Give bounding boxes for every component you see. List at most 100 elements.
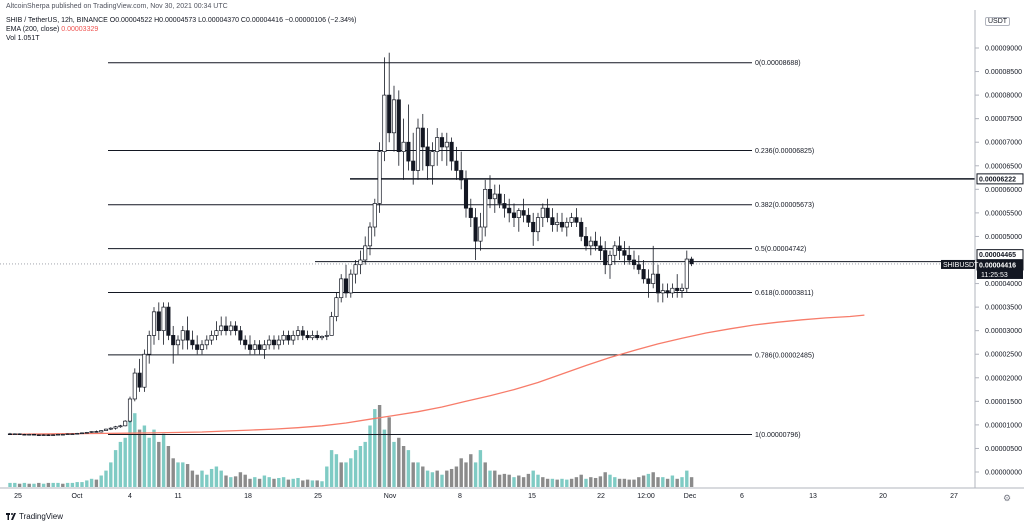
candle bbox=[564, 217, 569, 237]
candle bbox=[113, 425, 118, 430]
candle bbox=[622, 241, 627, 265]
volume-bar bbox=[99, 475, 103, 487]
x-tick-label: Dec bbox=[684, 493, 697, 500]
symbol-tag: SHIBUSDT bbox=[941, 259, 979, 269]
volume-bar bbox=[579, 474, 583, 487]
volume-bar bbox=[262, 475, 267, 487]
y-tick-label: 0.00005500 bbox=[985, 210, 1022, 217]
volume-bar bbox=[65, 482, 70, 487]
volume-bar bbox=[598, 476, 603, 487]
x-tick-label: 13 bbox=[809, 493, 817, 500]
volume-bar bbox=[608, 474, 612, 487]
y-tick-label: 0.00003000 bbox=[985, 328, 1022, 335]
candle bbox=[257, 340, 262, 355]
volume-legend[interactable]: Vol 1.051T bbox=[6, 35, 40, 42]
volume-bar bbox=[61, 483, 65, 487]
symbol-ohlc[interactable]: SHIB / TetherUS, 12h, BINANCE O0.0000452… bbox=[6, 17, 357, 24]
candle bbox=[204, 335, 209, 350]
volume-bar bbox=[651, 472, 655, 487]
candle bbox=[147, 330, 152, 364]
candle bbox=[449, 137, 454, 171]
gear-icon[interactable]: ⚙ bbox=[1003, 493, 1012, 503]
volume-bar bbox=[17, 483, 22, 487]
volume-bar bbox=[560, 478, 564, 487]
brand-name[interactable]: TradingView bbox=[19, 512, 64, 521]
x-tick-label: 8 bbox=[458, 493, 462, 500]
candle bbox=[127, 396, 133, 423]
currency-selector[interactable]: USDT bbox=[985, 17, 1011, 26]
candle bbox=[363, 236, 368, 265]
x-tick-label: 20 bbox=[879, 493, 887, 500]
volume-bar bbox=[277, 477, 281, 487]
volume-bar bbox=[550, 478, 555, 487]
candle bbox=[574, 208, 579, 228]
candle bbox=[41, 434, 46, 436]
ema-200-line bbox=[9, 314, 865, 435]
candle bbox=[444, 132, 449, 166]
volume-bar bbox=[94, 479, 99, 487]
volume-bar bbox=[521, 477, 526, 487]
candle bbox=[607, 250, 613, 279]
candle bbox=[483, 179, 488, 237]
candle bbox=[55, 433, 61, 436]
candle bbox=[396, 90, 401, 166]
volume-bar bbox=[281, 477, 286, 487]
candle bbox=[334, 292, 339, 322]
candle bbox=[521, 198, 526, 223]
candle bbox=[420, 113, 425, 171]
candle bbox=[454, 146, 459, 180]
candle bbox=[377, 142, 382, 213]
candle bbox=[233, 321, 238, 336]
volume-bar bbox=[157, 441, 161, 487]
volume-bar bbox=[56, 482, 60, 487]
candle bbox=[612, 241, 617, 265]
svg-text:0.00006222: 0.00006222 bbox=[979, 176, 1016, 183]
candle bbox=[315, 330, 320, 341]
volume-bar bbox=[445, 470, 449, 487]
volume-bar bbox=[435, 470, 439, 487]
candle bbox=[243, 335, 248, 350]
volume-bar bbox=[152, 429, 156, 487]
fibonacci-retracement[interactable]: 0(0.00008688) 0.236(0.00006825) 0.382(0.00… bbox=[0, 60, 975, 439]
volume-bar bbox=[161, 433, 166, 487]
volume-bar bbox=[253, 477, 257, 487]
ema-legend[interactable]: EMA (200, close) 0.00003329 bbox=[6, 25, 357, 34]
volume-bar bbox=[373, 409, 377, 487]
candle bbox=[7, 432, 13, 435]
volume-bar bbox=[685, 470, 689, 487]
volume-bar bbox=[632, 479, 636, 487]
candle bbox=[387, 52, 392, 143]
svg-text:SHIBUSDT: SHIBUSDT bbox=[943, 262, 979, 269]
volume-bar bbox=[421, 466, 425, 487]
candle bbox=[478, 212, 483, 251]
candle bbox=[555, 212, 560, 232]
candle bbox=[123, 420, 128, 427]
volume-bar bbox=[593, 477, 598, 487]
volume-bar bbox=[257, 478, 262, 487]
y-tick-label: 0.00002000 bbox=[985, 375, 1022, 382]
candle bbox=[569, 212, 574, 228]
candle bbox=[463, 170, 469, 218]
candle bbox=[219, 316, 224, 336]
candle bbox=[70, 433, 75, 435]
x-tick-label: 15 bbox=[528, 493, 536, 500]
candle bbox=[46, 434, 51, 436]
candle bbox=[579, 217, 584, 242]
candle bbox=[636, 255, 641, 275]
volume-bar bbox=[37, 482, 41, 487]
candle bbox=[175, 335, 181, 355]
candle bbox=[502, 194, 507, 218]
volume-bar bbox=[401, 446, 406, 487]
volume-bar bbox=[137, 429, 142, 487]
candle bbox=[103, 428, 109, 432]
volume-bar bbox=[641, 475, 646, 487]
ema-label: EMA (200, close) bbox=[6, 26, 60, 33]
volume-bar bbox=[248, 478, 252, 487]
candle bbox=[593, 231, 598, 251]
volume-bars bbox=[8, 405, 694, 487]
candle bbox=[343, 264, 349, 298]
x-tick-label: 4 bbox=[128, 493, 132, 500]
volume-bar bbox=[661, 477, 665, 487]
volume-bar bbox=[147, 437, 151, 487]
